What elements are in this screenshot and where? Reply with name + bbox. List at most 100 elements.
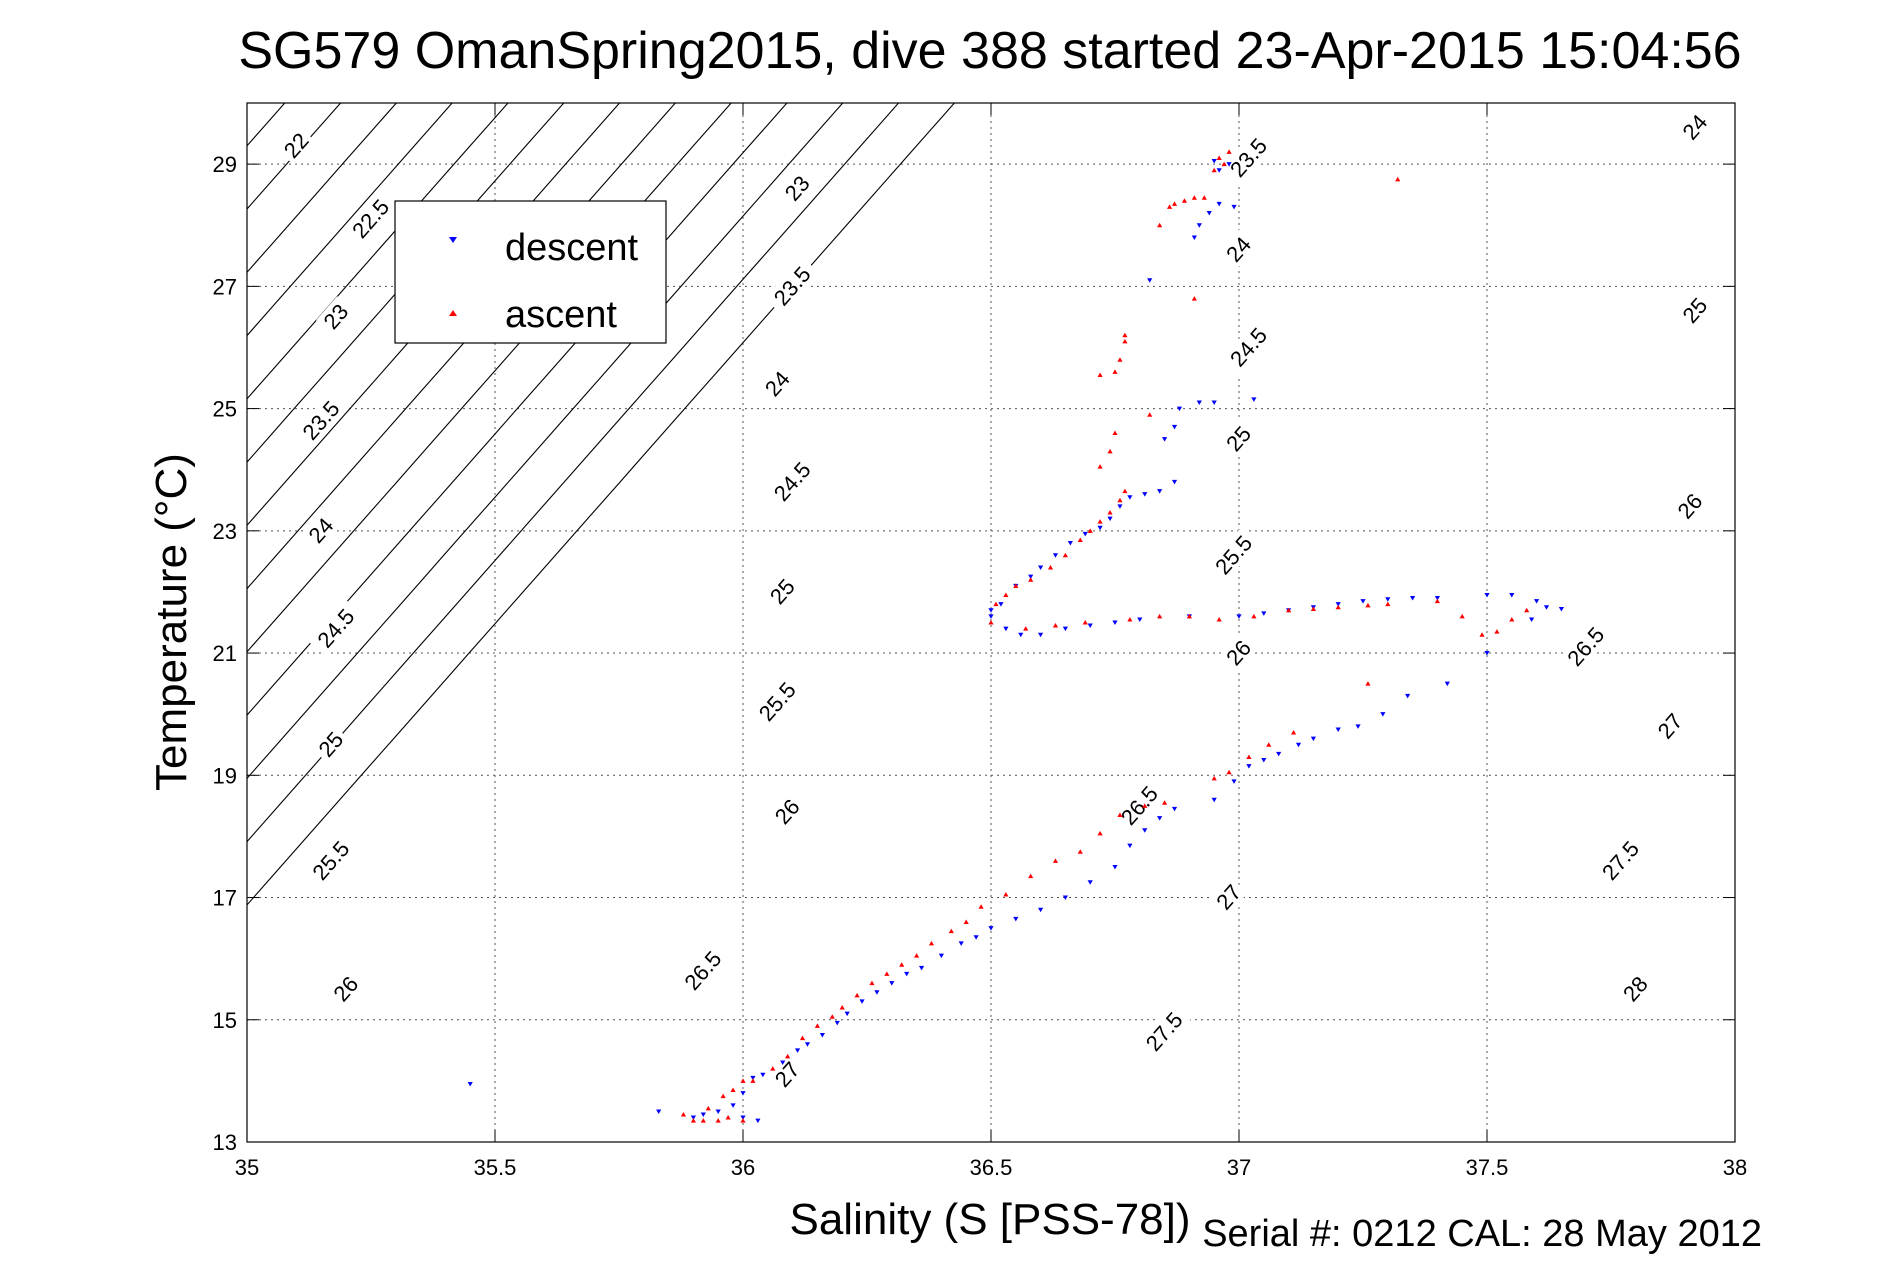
x-tick-label: 37.5 xyxy=(1466,1155,1509,1180)
descent-point xyxy=(1226,162,1232,167)
isopycnal-label-bg xyxy=(315,296,356,337)
ascent-point xyxy=(1112,369,1118,374)
ascent-point xyxy=(1395,176,1401,182)
ascent-point xyxy=(715,1118,721,1123)
descent-point xyxy=(740,1115,746,1121)
descent-point xyxy=(1206,211,1212,216)
ascent-point xyxy=(1365,681,1371,686)
isopycnal-label-bg xyxy=(764,452,820,511)
x-tick-label: 37 xyxy=(1227,1155,1251,1180)
isopycnal-label-bg xyxy=(1205,525,1261,584)
descent-point xyxy=(1484,651,1490,656)
descent-point xyxy=(1112,620,1118,625)
isopycnal-label-bg xyxy=(1220,317,1276,376)
descent-point xyxy=(819,1033,825,1038)
ascent-point xyxy=(963,919,969,924)
ascent-point xyxy=(690,1118,696,1123)
ascent-point xyxy=(1097,519,1103,524)
descent-point xyxy=(1261,758,1267,763)
y-tick-label: 13 xyxy=(213,1130,237,1155)
descent-point xyxy=(938,953,944,959)
ascent-point xyxy=(1127,616,1133,622)
descent-point xyxy=(1127,495,1133,500)
descent-point xyxy=(794,1048,801,1053)
ascent-point xyxy=(1166,204,1173,209)
descent-point xyxy=(656,1109,662,1114)
ascent-point xyxy=(1107,448,1113,454)
ascent-point xyxy=(1216,616,1222,622)
descent-point xyxy=(1062,895,1068,901)
descent-point xyxy=(1484,592,1490,598)
ascent-point xyxy=(1142,803,1148,808)
ascent-point xyxy=(1013,583,1019,588)
descent-point xyxy=(1142,492,1148,497)
isopycnal-label-bg xyxy=(276,125,316,166)
descent-point xyxy=(1176,406,1183,412)
x-tick-label: 35.5 xyxy=(474,1155,517,1180)
descent-point xyxy=(1211,400,1217,405)
descent-point xyxy=(998,602,1004,607)
ascent-point xyxy=(740,1118,746,1123)
descent-point xyxy=(859,999,865,1004)
descent-point xyxy=(1410,596,1416,601)
ascent-point xyxy=(740,1078,746,1083)
isopycnal-label-bg xyxy=(1218,229,1258,269)
descent-point xyxy=(1543,605,1550,610)
y-ticks: 13 15 17 19 21 23 25 27 29 xyxy=(213,152,1735,1155)
descent-point xyxy=(1162,437,1168,442)
descent-point xyxy=(1097,525,1103,531)
ascent-point xyxy=(948,928,954,934)
ascent-point xyxy=(1479,632,1485,637)
descent-point xyxy=(1196,400,1202,405)
descent-point xyxy=(1171,806,1178,812)
y-tick-label: 29 xyxy=(213,152,237,177)
serial-cal-footer: Serial #: 0212 CAL: 28 May 2012 xyxy=(1202,1213,1762,1255)
isopycnal-label-bg xyxy=(767,1054,807,1095)
descent-point xyxy=(1147,278,1153,283)
descent-point xyxy=(844,1011,850,1017)
ascent-point xyxy=(705,1105,711,1111)
ascent-point xyxy=(725,1115,731,1120)
descent-point xyxy=(1087,623,1093,629)
ascent-point xyxy=(1211,167,1217,173)
descent-point xyxy=(1251,397,1257,402)
descent-point xyxy=(1434,596,1440,601)
descent-point xyxy=(988,608,994,613)
ascent-point xyxy=(1286,607,1292,613)
descent-point xyxy=(1276,751,1282,757)
ascent-point xyxy=(1171,201,1178,206)
descent-point xyxy=(760,1072,766,1078)
ascent-point xyxy=(1062,552,1068,558)
ascent-point xyxy=(1097,372,1103,377)
isopycnal-label-bg xyxy=(1650,705,1690,746)
isopycnal-label-bg xyxy=(1615,968,1655,1009)
isopycnal-label-bg xyxy=(293,391,349,450)
ascent-point xyxy=(993,601,999,607)
ascent-point xyxy=(770,1066,776,1071)
descent-point xyxy=(1405,693,1411,699)
isopycnal-line-24 xyxy=(247,103,509,400)
descent-point xyxy=(1444,681,1450,687)
descent-point xyxy=(1335,727,1341,732)
ascent-point xyxy=(1003,592,1009,597)
descent-point xyxy=(1380,712,1386,717)
ascent-point xyxy=(1266,742,1272,747)
descent-point xyxy=(1310,736,1316,742)
ascent-point xyxy=(1117,497,1123,503)
isopycnal-label-bg xyxy=(777,168,817,208)
descent-point xyxy=(467,1081,473,1087)
descent-point xyxy=(1052,553,1059,558)
ascent-point xyxy=(1221,161,1227,167)
ascent-point xyxy=(1147,412,1153,417)
ascent-point xyxy=(1186,613,1192,619)
ascent-point xyxy=(1251,613,1257,619)
descent-point xyxy=(1360,599,1366,604)
descent-point xyxy=(1231,779,1237,784)
descent-point xyxy=(1335,602,1341,607)
isopycnal-line-24-5 xyxy=(247,103,565,463)
ascent-point xyxy=(1117,812,1123,818)
descent-point xyxy=(1142,828,1148,833)
isopycnal-label-bg xyxy=(767,791,807,832)
